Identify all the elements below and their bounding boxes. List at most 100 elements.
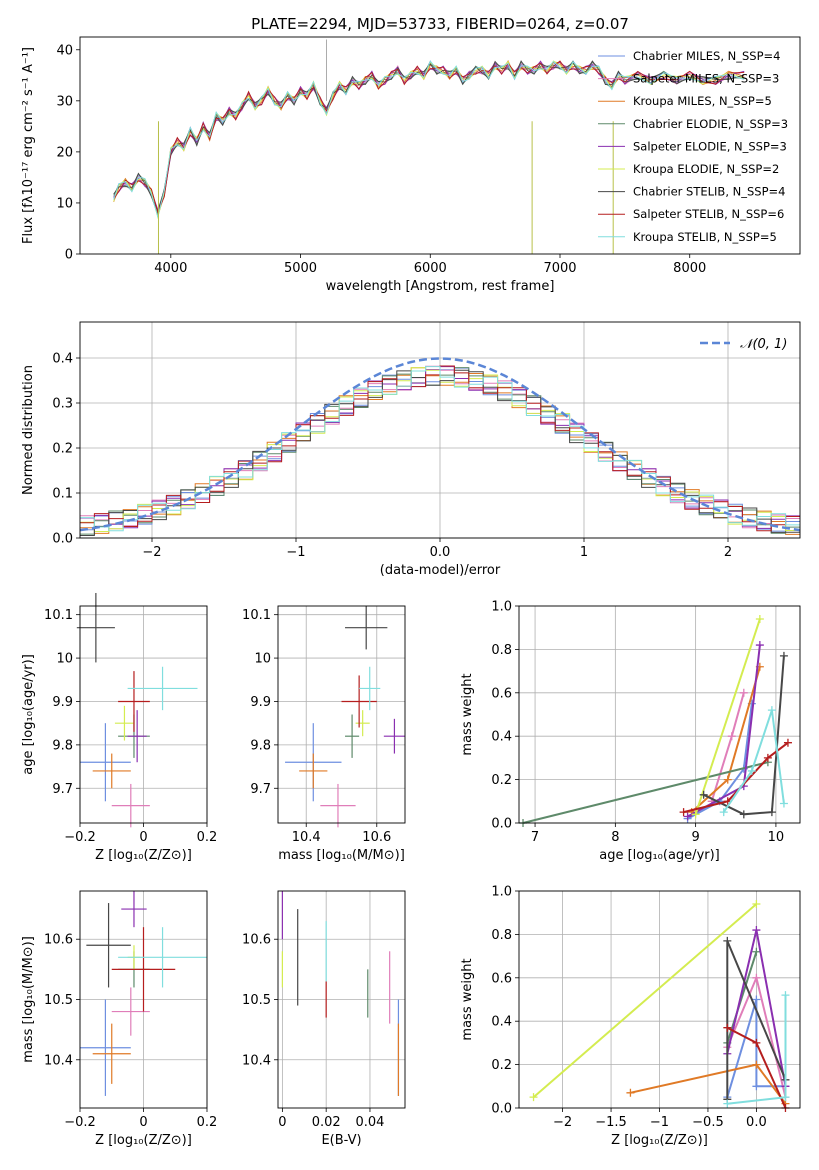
y-tick-label: 10.5	[242, 993, 271, 1008]
weight-series	[532, 903, 758, 1098]
y-tick-label: 0.0	[491, 1102, 512, 1117]
weight-point	[626, 1088, 635, 1097]
axes-frame	[79, 605, 208, 824]
weight-point	[752, 926, 761, 935]
y-tick-label: 9.9	[52, 695, 73, 710]
y-tick-label: 0.8	[491, 928, 512, 943]
weight-point	[767, 706, 776, 715]
x-axis-label: mass [log₁₀(M/M⊙)]	[278, 848, 405, 863]
weight-point	[755, 615, 764, 624]
panel-mass_vs_Z: −0.2 0 0.2 10.4 10.5 10.6 Z [log₁₀(Z/Z⊙)] mass …	[21, 890, 218, 1148]
weight-series	[710, 692, 745, 802]
weight-point	[739, 810, 748, 819]
y-axis-label: mass weight	[460, 958, 475, 1040]
x-tick-label: 0.04	[355, 1115, 384, 1130]
x-tick-label: −0.2	[64, 830, 96, 845]
weight-series	[722, 709, 785, 813]
spectrum-line	[113, 60, 745, 219]
y-tick-label: 30	[56, 94, 73, 109]
y-tick-label: 9.7	[52, 782, 73, 797]
x-axis-label: wavelength [Angstrom, rest frame]	[326, 279, 555, 294]
y-tick-label: 0.6	[491, 971, 512, 986]
weight-series	[726, 951, 758, 1044]
x-tick-label: 0.0	[430, 545, 451, 560]
weight-point	[752, 1082, 761, 1091]
y-tick-label: 10.6	[242, 933, 271, 948]
x-tick-label: 5000	[284, 261, 317, 276]
legend-entry: Kroupa ELODIE, N_SSP=2	[633, 162, 779, 176]
y-axis-label: mass [log₁₀(M/M⊙)]	[21, 936, 36, 1063]
x-tick-label: −0.2	[64, 1115, 96, 1130]
x-tick-label: 8000	[673, 261, 706, 276]
x-tick-label: 4000	[154, 261, 187, 276]
x-tick-label: 0.2	[197, 1115, 218, 1130]
weight-series	[703, 655, 785, 816]
axes-frame	[79, 890, 208, 1109]
x-tick-label: −2	[553, 1115, 572, 1130]
weight-point	[723, 936, 732, 945]
y-tick-label: 0.4	[491, 1015, 512, 1030]
y-tick-label: 0.2	[491, 1058, 512, 1073]
y-tick-label: 1.0	[491, 885, 512, 900]
weight-series	[687, 703, 753, 820]
spectrum-line	[113, 60, 745, 214]
weight-point	[747, 766, 756, 775]
weight-series	[522, 761, 769, 824]
legend-entry: 𝒩(0, 1)	[740, 337, 787, 352]
legend-entry: Kroupa STELIB, N_SSP=5	[633, 230, 777, 244]
weight-point	[699, 790, 708, 799]
weight-point	[683, 812, 692, 821]
panel-massweight_vs_Z: −2 −1.5 −1 −0.5 0.0 0.0 0.2 0.4 0.6 0.8 1.0 Z [log₁…	[460, 885, 801, 1148]
x-tick-label: 0	[139, 830, 147, 845]
weight-point	[752, 1060, 761, 1069]
x-tick-label: −1	[286, 545, 305, 560]
y-tick-label: 9.8	[52, 738, 73, 753]
legend-entry: Chabrier ELODIE, N_SSP=3	[633, 117, 788, 131]
y-axis-label: mass weight	[460, 673, 475, 755]
x-tick-label: 2	[724, 545, 732, 560]
normal-curve	[79, 357, 801, 532]
weight-point	[767, 808, 776, 817]
y-tick-label: 0.4	[491, 730, 512, 745]
weight-point	[679, 808, 688, 817]
y-tick-label: 10.6	[44, 933, 73, 948]
y-tick-label: 10.1	[242, 608, 271, 623]
panel-mass_vs_ebv: 0 0.02 0.04 10.4 10.5 10.6 E(B-V)	[242, 890, 406, 1148]
y-tick-label: 9.9	[250, 695, 271, 710]
x-axis-label: E(B-V)	[321, 1133, 361, 1148]
x-tick-label: 0.2	[197, 830, 218, 845]
weight-point	[752, 973, 761, 982]
weight-point	[752, 947, 761, 956]
y-tick-label: 0.1	[52, 487, 73, 502]
x-tick-label: 0	[139, 1115, 147, 1130]
axes-frame	[277, 605, 406, 824]
histogram-series	[80, 369, 800, 536]
legend-entry: Chabrier MILES, N_SSP=4	[633, 49, 780, 63]
x-tick-label: 10.4	[292, 830, 321, 845]
weight-point	[529, 1093, 538, 1102]
x-axis-label: (data-model)/error	[380, 563, 501, 578]
weight-point	[783, 738, 792, 747]
y-tick-label: 10	[56, 652, 73, 667]
weight-point	[739, 688, 748, 697]
x-axis-label: age [log₁₀(age/yr)]	[599, 848, 720, 863]
y-tick-label: 1.0	[491, 600, 512, 615]
x-tick-label: −2	[142, 545, 161, 560]
weight-point	[752, 995, 761, 1004]
x-axis-label: Z [log₁₀(Z/Z⊙)]	[95, 1133, 192, 1148]
x-axis-label: Z [log₁₀(Z/Z⊙)]	[95, 848, 192, 863]
y-tick-label: 0.3	[52, 397, 73, 412]
axes-frame	[277, 890, 406, 1109]
axes-frame	[518, 890, 801, 1109]
legend-entry: Salpeter MILES, N_SSP=3	[633, 72, 779, 86]
y-axis-label: Normed distribution	[21, 365, 36, 495]
weight-point	[781, 1093, 790, 1102]
y-tick-label: 0.8	[491, 643, 512, 658]
legend-entry: Kroupa MILES, N_SSP=5	[633, 94, 772, 108]
y-tick-label: 10	[56, 196, 73, 211]
panel-residuals: −2 −1 0.0 1 2 0.0 0.1 0.2 0.3 0.4 (data-model)/err…	[21, 321, 801, 578]
axes-frame	[79, 321, 801, 539]
y-axis-label: Flux [fλ10⁻¹⁷ erg cm⁻² s⁻¹ A⁻¹]	[21, 47, 36, 244]
y-tick-label: 0.4	[52, 352, 73, 367]
